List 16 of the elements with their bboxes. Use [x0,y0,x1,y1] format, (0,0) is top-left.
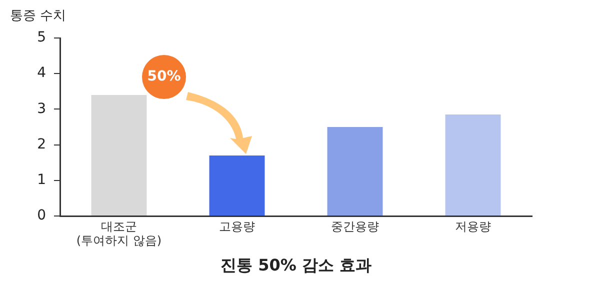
x-tick-label: 고용량 [219,219,255,234]
y-tick-label: 5 [37,30,46,46]
y-tick-label: 3 [37,100,46,117]
x-tick-label: 중간용량 [331,219,379,234]
x-axis-title: 진통 50% 감소 효과 [220,256,372,275]
annotation: 50% [147,68,181,85]
x-tick-label: 저용량 [455,219,491,234]
bar [327,127,383,216]
y-tick-label: 0 [37,208,46,224]
x-tick-label: 대조군 (투여하지 않음) [76,219,162,248]
y-tick-label: 4 [37,65,46,82]
y-tick-label: 1 [37,172,46,188]
y-tick-label: 2 [37,136,46,152]
bar [91,94,147,216]
y-axis-title: 통증 수치 [10,8,66,24]
bar [445,114,501,216]
